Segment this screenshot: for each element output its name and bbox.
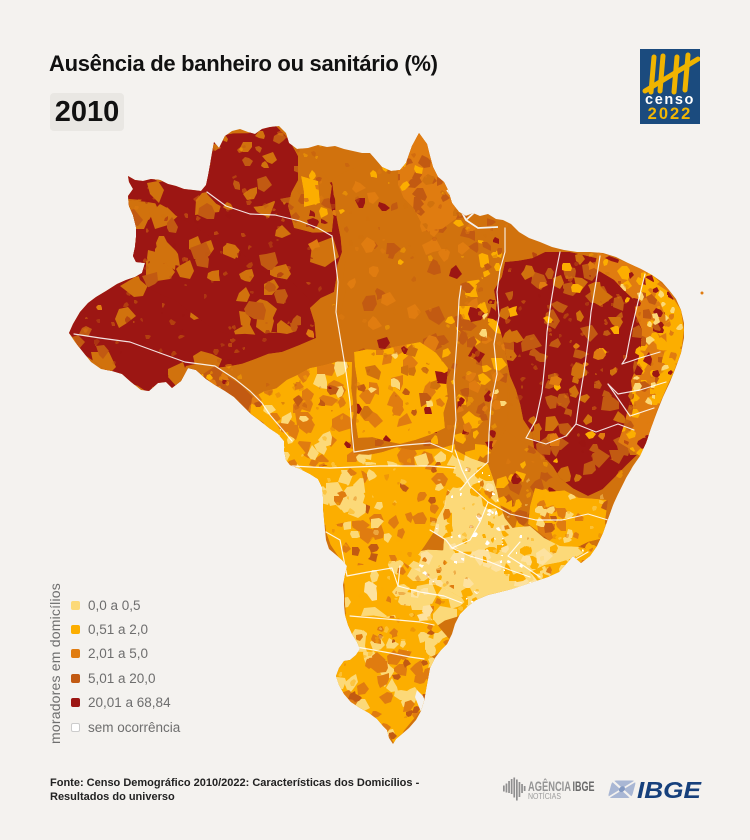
svg-text:2022: 2022: [648, 105, 693, 123]
svg-text:NOTÍCIAS: NOTÍCIAS: [528, 792, 561, 801]
svg-text:censo: censo: [645, 92, 695, 108]
svg-text:IBGE: IBGE: [637, 777, 702, 803]
svg-text:AGÊNCIA: AGÊNCIA: [528, 777, 571, 794]
svg-text:IBGE: IBGE: [573, 778, 595, 794]
